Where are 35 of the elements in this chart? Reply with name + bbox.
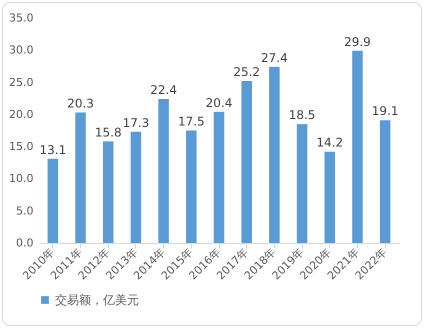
data-label: 14.2 (316, 136, 344, 150)
bar (352, 50, 363, 243)
data-label: 22.4 (150, 83, 177, 97)
bar (241, 81, 252, 243)
bar (380, 120, 390, 243)
bar (102, 141, 114, 243)
y-tick-label: 5.0 (16, 204, 34, 218)
bar (75, 112, 86, 243)
bar (130, 132, 142, 243)
data-label: 25.2 (233, 65, 260, 79)
data-label: 20.3 (67, 96, 94, 110)
data-label: 19.1 (372, 104, 399, 118)
y-tick-label: 35.0 (9, 12, 34, 24)
data-label: 20.4 (206, 96, 232, 110)
bar (158, 99, 169, 243)
y-tick-label: 15.0 (9, 140, 34, 154)
data-label: 27.4 (261, 50, 288, 65)
data-label: 29.9 (344, 34, 371, 49)
data-label: 18.5 (288, 108, 316, 122)
y-tick-label: 20.0 (9, 108, 34, 121)
y-tick-label: 0.0 (16, 236, 34, 250)
data-label: 17.5 (178, 114, 205, 128)
data-label: 17.3 (122, 116, 150, 130)
bar (214, 112, 224, 243)
bar (269, 66, 280, 243)
data-label: 13.1 (39, 142, 66, 157)
bar (48, 158, 58, 243)
y-tick-label: 25.0 (9, 76, 34, 89)
legend-label: 交易额，亿美元 (55, 293, 139, 307)
y-tick-label: 30.0 (9, 44, 34, 57)
y-tick-label: 10.0 (9, 172, 34, 186)
bar (186, 130, 197, 243)
data-label: 15.8 (94, 125, 122, 140)
bar (296, 124, 308, 243)
bar (324, 152, 336, 243)
